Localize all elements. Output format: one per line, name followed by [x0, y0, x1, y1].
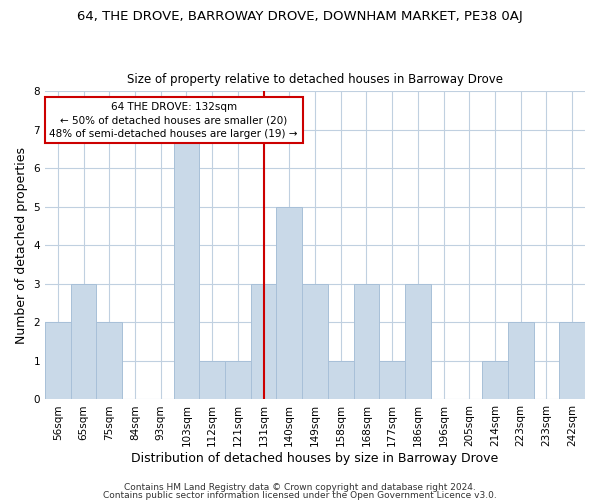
Bar: [508, 322, 533, 400]
Bar: [225, 361, 251, 400]
Text: 64, THE DROVE, BARROWAY DROVE, DOWNHAM MARKET, PE38 0AJ: 64, THE DROVE, BARROWAY DROVE, DOWNHAM M…: [77, 10, 523, 23]
Bar: [45, 322, 71, 400]
Bar: [199, 361, 225, 400]
Bar: [97, 322, 122, 400]
X-axis label: Distribution of detached houses by size in Barroway Drove: Distribution of detached houses by size …: [131, 452, 499, 465]
Text: 64 THE DROVE: 132sqm
← 50% of detached houses are smaller (20)
48% of semi-detac: 64 THE DROVE: 132sqm ← 50% of detached h…: [49, 102, 298, 139]
Text: Contains HM Land Registry data © Crown copyright and database right 2024.: Contains HM Land Registry data © Crown c…: [124, 484, 476, 492]
Bar: [559, 322, 585, 400]
Bar: [379, 361, 405, 400]
Bar: [482, 361, 508, 400]
Bar: [302, 284, 328, 400]
Bar: [173, 130, 199, 400]
Bar: [277, 207, 302, 400]
Bar: [405, 284, 431, 400]
Title: Size of property relative to detached houses in Barroway Drove: Size of property relative to detached ho…: [127, 73, 503, 86]
Bar: [328, 361, 353, 400]
Bar: [353, 284, 379, 400]
Bar: [251, 284, 277, 400]
Bar: [71, 284, 97, 400]
Text: Contains public sector information licensed under the Open Government Licence v3: Contains public sector information licen…: [103, 490, 497, 500]
Y-axis label: Number of detached properties: Number of detached properties: [15, 147, 28, 344]
